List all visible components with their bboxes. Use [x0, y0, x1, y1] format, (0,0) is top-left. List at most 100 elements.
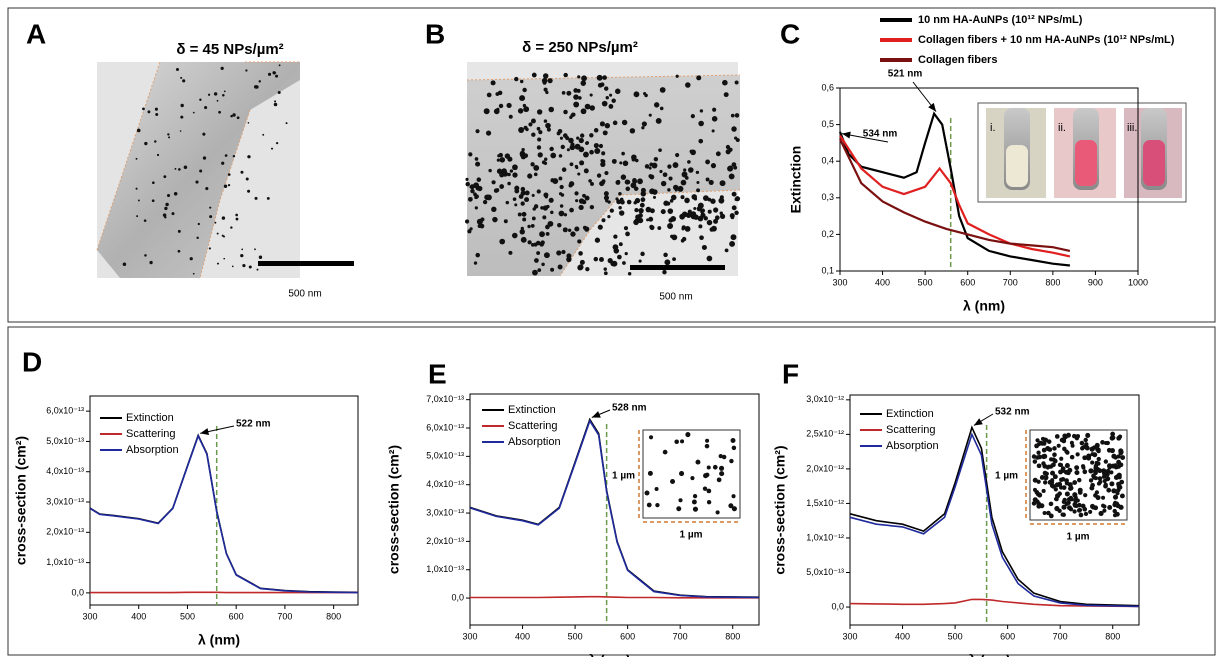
- particle: [632, 178, 638, 184]
- particle: [522, 103, 527, 108]
- particle: [1069, 497, 1074, 502]
- panel-frame: [7, 7, 1216, 323]
- particle: [277, 90, 281, 94]
- y-tick-label: 0,2: [821, 229, 834, 239]
- particle: [729, 240, 736, 247]
- particle: [579, 259, 585, 265]
- particle: [1103, 482, 1108, 487]
- particle: [519, 152, 525, 158]
- particle: [643, 92, 647, 96]
- particle: [135, 157, 138, 160]
- particle: [580, 133, 585, 138]
- particle: [1073, 498, 1079, 504]
- particle: [183, 165, 188, 170]
- particle: [625, 179, 631, 185]
- particle: [1093, 463, 1099, 469]
- particle: [255, 85, 259, 89]
- particle: [552, 178, 559, 184]
- y-tick-label: 2,0x10⁻¹³: [426, 536, 464, 546]
- particle: [223, 257, 226, 260]
- particle: [1097, 476, 1103, 481]
- particle: [1044, 471, 1049, 476]
- inset-label: 1 µm: [612, 471, 635, 482]
- particle: [512, 164, 518, 171]
- particle: [570, 113, 574, 118]
- particle: [684, 176, 689, 180]
- particle: [197, 222, 200, 226]
- particle: [589, 93, 593, 97]
- particle: [706, 465, 711, 470]
- particle: [731, 126, 737, 132]
- particle: [681, 171, 688, 178]
- particle: [1113, 463, 1118, 468]
- particle: [202, 132, 206, 136]
- particle: [734, 210, 739, 215]
- particle: [278, 64, 281, 67]
- particle: [482, 199, 488, 205]
- particle: [235, 217, 239, 221]
- particle: [1117, 474, 1122, 480]
- particle: [519, 95, 526, 102]
- particle: [658, 148, 662, 152]
- particle: [1041, 488, 1046, 494]
- particle: [1060, 512, 1065, 517]
- particle: [563, 72, 568, 78]
- particle: [530, 162, 535, 167]
- legend-label: Scattering: [886, 424, 936, 436]
- particle: [216, 99, 219, 102]
- particle: [706, 255, 713, 262]
- particle: [1082, 506, 1088, 512]
- legend-label: Collagen fibers + 10 nm HA-AuNPs (10¹² N…: [918, 34, 1175, 46]
- particle: [136, 215, 139, 218]
- particle: [1103, 459, 1109, 464]
- particle: [542, 205, 549, 211]
- y-tick-label: 4,0x10⁻¹³: [426, 479, 464, 489]
- particle: [621, 151, 625, 156]
- particle: [164, 206, 168, 211]
- particle: [528, 122, 533, 127]
- particle: [1064, 491, 1070, 497]
- particle: [1094, 490, 1100, 495]
- particle: [1082, 469, 1088, 475]
- particle: [719, 213, 726, 220]
- particle: [677, 185, 684, 192]
- particle: [593, 128, 599, 133]
- particle: [622, 261, 626, 265]
- particle: [539, 231, 545, 238]
- particle: [558, 154, 563, 158]
- particle: [603, 191, 609, 197]
- particle: [512, 172, 518, 178]
- particle: [1102, 508, 1107, 513]
- particle: [678, 470, 685, 477]
- particle: [653, 157, 659, 162]
- particle: [524, 197, 530, 203]
- particle: [1054, 434, 1060, 439]
- particle: [262, 133, 265, 136]
- particle: [568, 137, 574, 144]
- particle: [579, 160, 585, 166]
- particle: [1054, 482, 1060, 488]
- x-tick-label: 300: [842, 631, 857, 641]
- particle: [496, 168, 503, 174]
- arrow-head: [200, 428, 210, 436]
- particle: [540, 240, 545, 245]
- particle: [1109, 447, 1115, 454]
- particle: [563, 213, 568, 217]
- particle: [245, 177, 249, 181]
- particle: [638, 207, 644, 214]
- particle: [574, 226, 580, 232]
- particle: [240, 253, 244, 258]
- particle: [143, 219, 147, 222]
- particle: [492, 216, 498, 223]
- particle: [618, 205, 622, 210]
- particle: [721, 454, 727, 460]
- particle: [685, 431, 691, 438]
- particle: [582, 225, 587, 230]
- particle: [577, 264, 584, 270]
- particle: [189, 257, 193, 261]
- particle: [608, 104, 614, 109]
- particle: [1086, 453, 1092, 459]
- particle: [527, 240, 532, 245]
- particle: [629, 128, 636, 134]
- particle: [1052, 452, 1057, 458]
